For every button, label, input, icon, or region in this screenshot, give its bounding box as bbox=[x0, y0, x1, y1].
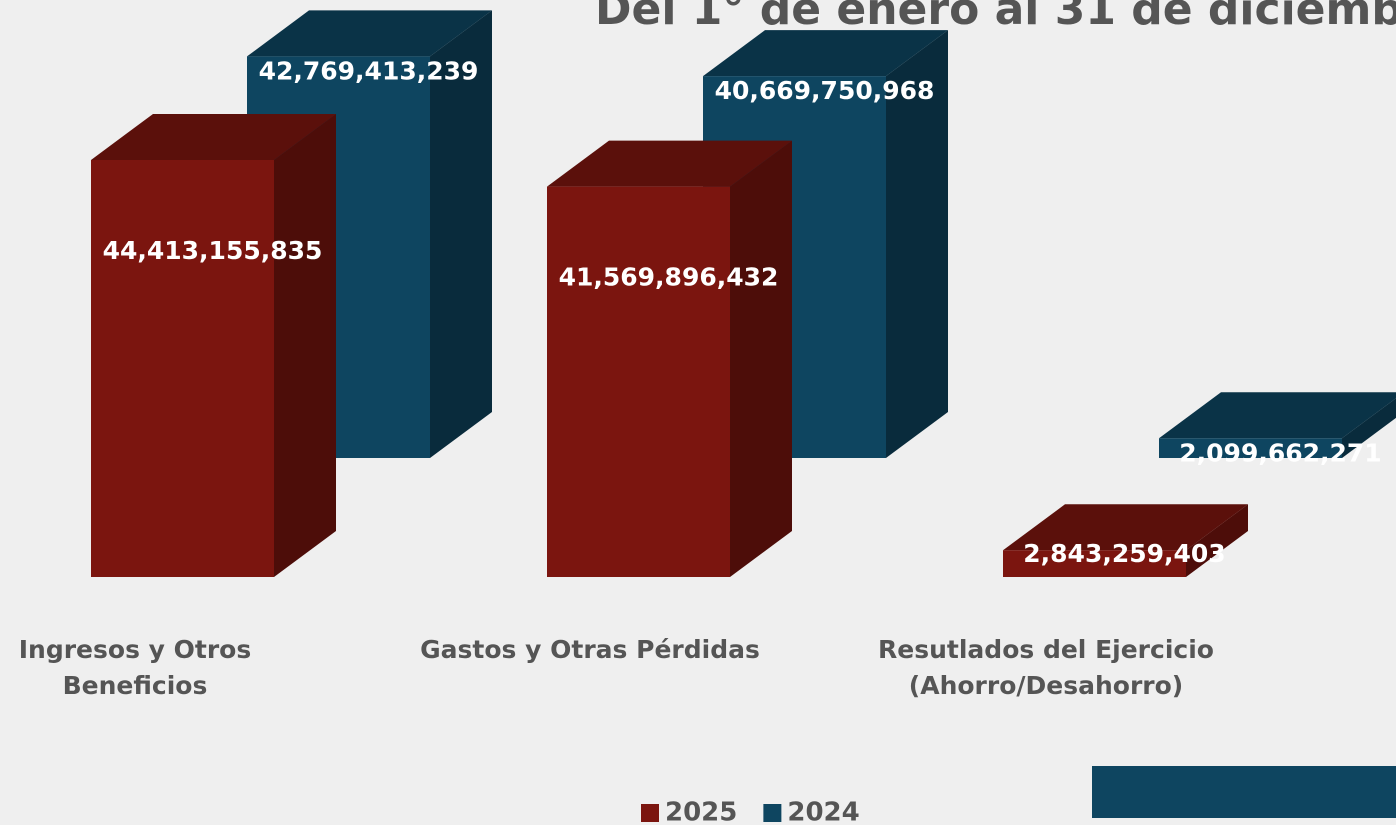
bar bbox=[91, 113, 336, 578]
category-label: Gastos y Otras Pérdidas bbox=[420, 635, 760, 664]
value-label: 41,569,896,432 bbox=[559, 263, 779, 292]
value-label: 44,413,155,835 bbox=[103, 236, 323, 265]
decor-box bbox=[1092, 766, 1396, 818]
value-label: 2,099,662,271 bbox=[1179, 438, 1381, 467]
bar-face bbox=[730, 140, 792, 577]
bar-face bbox=[547, 186, 730, 577]
legend-label: 2025 bbox=[665, 798, 737, 825]
bar bbox=[547, 140, 792, 577]
bar-face bbox=[274, 113, 336, 578]
bar-face bbox=[1159, 438, 1342, 458]
legend-swatch bbox=[763, 804, 782, 822]
chart-title: Del 1° de enero al 31 de diciembre bbox=[595, 0, 1396, 35]
bar-face bbox=[91, 113, 336, 160]
bar-face bbox=[1186, 504, 1248, 577]
value-label: 42,769,413,239 bbox=[259, 56, 479, 85]
bar-face bbox=[1159, 392, 1396, 439]
bar-face bbox=[886, 30, 948, 459]
value-label: 2,843,259,403 bbox=[1023, 539, 1225, 568]
bar-face bbox=[430, 10, 492, 459]
bar-face bbox=[703, 30, 948, 77]
bar-face bbox=[1003, 550, 1186, 577]
value-label: 40,669,750,968 bbox=[715, 76, 935, 105]
legend-label: 2024 bbox=[787, 798, 859, 825]
legend-swatch bbox=[641, 804, 659, 822]
bar-face bbox=[547, 140, 792, 187]
bar bbox=[1003, 504, 1248, 577]
bar-face bbox=[247, 10, 492, 57]
category-label: Ingresos y Otros Beneficios bbox=[18, 635, 252, 700]
bar-face bbox=[1342, 398, 1396, 458]
bar-face bbox=[91, 159, 274, 578]
bar bbox=[1159, 392, 1396, 458]
bar-face bbox=[1003, 504, 1248, 551]
category-label: Resutlados del Ejercicio (Ahorro/Desahor… bbox=[878, 635, 1214, 700]
